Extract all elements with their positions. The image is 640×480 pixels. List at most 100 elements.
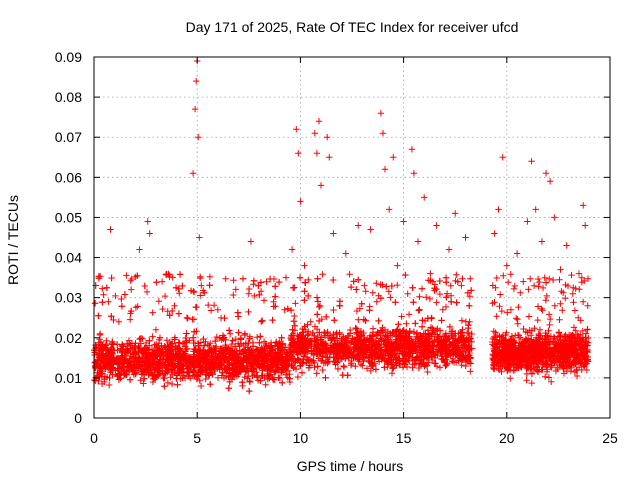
- data-point: [436, 290, 444, 298]
- data-point: [359, 362, 366, 369]
- data-point: [467, 360, 474, 367]
- data-point: [356, 305, 364, 312]
- data-point: [230, 291, 237, 299]
- data-point: [381, 326, 389, 334]
- data-point: [311, 338, 318, 346]
- data-point: [246, 387, 253, 395]
- data-point: [343, 337, 351, 344]
- data-point: [410, 299, 417, 306]
- data-point: [353, 286, 360, 293]
- data-point: [332, 361, 339, 368]
- data-point: [168, 380, 176, 388]
- data-point: [141, 362, 148, 369]
- data-point: [383, 332, 391, 340]
- data-point: [255, 282, 262, 289]
- data-point: [108, 313, 115, 320]
- data-point: [366, 351, 374, 358]
- data-point: [287, 348, 294, 355]
- data-point: [317, 357, 325, 365]
- data-point: [459, 275, 466, 282]
- data-point: [448, 298, 455, 305]
- data-point: [463, 336, 470, 343]
- data-point: [466, 302, 473, 309]
- data-point: [161, 359, 169, 366]
- data-point: [192, 303, 200, 311]
- data-point: [447, 282, 454, 289]
- data-point: [97, 338, 105, 346]
- data-point: [289, 336, 297, 343]
- data-point: [353, 325, 360, 333]
- data-point: [375, 317, 382, 325]
- data-point: [305, 328, 312, 335]
- data-point: [352, 363, 359, 370]
- data-point: [415, 364, 423, 372]
- data-point: [281, 306, 288, 313]
- data-point: [388, 282, 395, 290]
- data-point: [121, 291, 129, 298]
- data-point: [356, 356, 363, 363]
- data-point: [377, 295, 385, 302]
- data-point: [381, 364, 388, 371]
- data-point: [316, 329, 323, 336]
- data-point: [410, 328, 418, 336]
- data-point: [158, 362, 165, 369]
- data-point: [269, 376, 277, 383]
- data-point: [429, 346, 436, 353]
- data-point: [235, 359, 242, 366]
- data-point: [403, 320, 410, 327]
- data-point: [301, 297, 308, 304]
- data-point: [311, 364, 318, 371]
- data-point: [309, 329, 316, 337]
- data-point: [263, 278, 270, 285]
- data-point: [405, 311, 413, 318]
- data-point: [374, 343, 382, 350]
- data-point: [179, 374, 186, 382]
- data-point: [241, 373, 248, 381]
- data-point: [300, 329, 307, 336]
- data-point: [118, 303, 126, 310]
- data-point: [418, 323, 426, 330]
- data-point: [161, 362, 168, 369]
- data-point: [158, 342, 165, 349]
- data-point: [462, 362, 469, 370]
- data-point: [246, 378, 254, 386]
- data-point: [279, 379, 286, 386]
- data-point: [221, 314, 228, 322]
- data-point: [393, 327, 400, 335]
- data-point: [355, 276, 362, 283]
- data-point: [413, 342, 420, 349]
- data-point: [426, 295, 434, 303]
- data-point: [166, 273, 173, 281]
- data-point: [239, 355, 247, 362]
- data-point: [127, 342, 134, 349]
- data-point: [195, 340, 202, 347]
- data-point: [311, 332, 318, 340]
- data-point: [301, 288, 308, 295]
- data-point: [234, 309, 241, 316]
- data-point: [181, 350, 189, 357]
- data-point: [406, 346, 413, 353]
- data-point: [315, 317, 323, 325]
- data-point: [283, 349, 290, 356]
- data-point: [256, 291, 263, 299]
- data-point: [367, 360, 375, 367]
- data-point: [113, 341, 121, 348]
- data-point: [228, 340, 235, 348]
- data-point: [453, 351, 460, 358]
- data-point: [134, 272, 141, 279]
- data-point: [379, 281, 386, 289]
- data-point: [197, 339, 205, 346]
- data-point: [436, 277, 443, 285]
- data-point: [278, 368, 285, 376]
- data-point: [228, 352, 235, 359]
- data-point: [196, 377, 203, 384]
- data-point: [228, 376, 236, 383]
- data-point: [428, 314, 435, 321]
- data-point: [283, 371, 290, 378]
- data-point: [319, 366, 326, 374]
- data-point: [359, 354, 367, 362]
- data-point: [231, 343, 239, 350]
- data-point: [149, 333, 156, 340]
- data-point: [423, 362, 431, 369]
- data-point: [465, 324, 472, 332]
